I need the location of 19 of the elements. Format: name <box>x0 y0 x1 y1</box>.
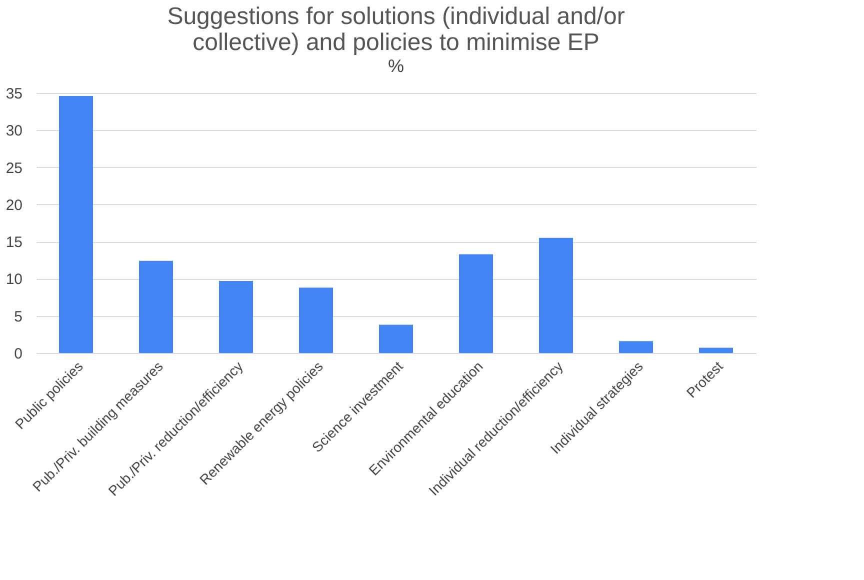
bar <box>59 96 93 353</box>
bar <box>379 324 413 353</box>
bar <box>539 238 573 353</box>
chart-title: Suggestions for solutions (individual and/or collective) and policies to minimise EP <box>167 3 625 56</box>
bar <box>299 288 333 353</box>
y-tick-label: 35 <box>6 86 22 102</box>
bar <box>619 341 653 353</box>
bar <box>139 260 173 353</box>
y-tick-label: 10 <box>6 271 22 288</box>
bar <box>699 348 733 353</box>
bar <box>459 254 493 353</box>
y-tick-label: 5 <box>14 308 22 326</box>
y-tick-label: 0 <box>14 346 22 362</box>
y-tick-label: 25 <box>6 160 22 177</box>
y-tick-label: 30 <box>6 122 22 140</box>
y-tick-label: 15 <box>6 234 22 252</box>
bar <box>219 280 253 353</box>
y-tick-label: 20 <box>6 196 22 214</box>
y-axis-title: % <box>388 56 404 76</box>
